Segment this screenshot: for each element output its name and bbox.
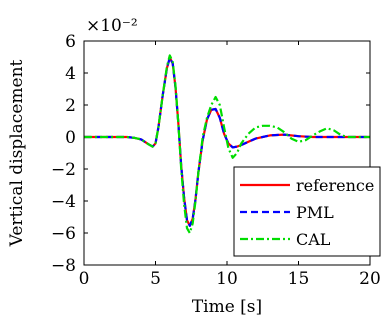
y-tick-label: −8 [51, 256, 76, 276]
x-tick-label: 5 [150, 269, 161, 289]
x-tick-label: 10 [216, 269, 238, 289]
y-tick-label: 0 [65, 128, 76, 148]
x-tick-label: 0 [79, 269, 90, 289]
y-scale-multiplier: ×10⁻² [86, 16, 138, 36]
series-lines [84, 54, 370, 235]
y-tick-label: 6 [65, 32, 76, 52]
legend: reference PML CAL [233, 166, 381, 257]
x-axis-label: Time [s] [192, 297, 262, 317]
legend-box [233, 166, 381, 257]
axis-ticks: 0 5 10 15 20 −8 −6 −4 −2 0 2 4 6 [51, 32, 381, 289]
plot-frame [83, 40, 371, 266]
x-tick-label: 20 [359, 269, 381, 289]
y-tick-label: −4 [51, 192, 76, 212]
y-tick-label: 2 [65, 96, 76, 116]
y-tick-label: 4 [65, 64, 76, 84]
legend-label-cal: CAL [296, 230, 331, 249]
x-tick-label: 15 [288, 269, 310, 289]
legend-label-pml: PML [296, 203, 334, 222]
series-line-cal [84, 54, 370, 235]
y-tick-label: −2 [51, 160, 76, 180]
y-axis-label: Vertical displacement [7, 59, 27, 247]
y-tick-label: −6 [51, 224, 76, 244]
legend-label-reference: reference [296, 176, 374, 195]
